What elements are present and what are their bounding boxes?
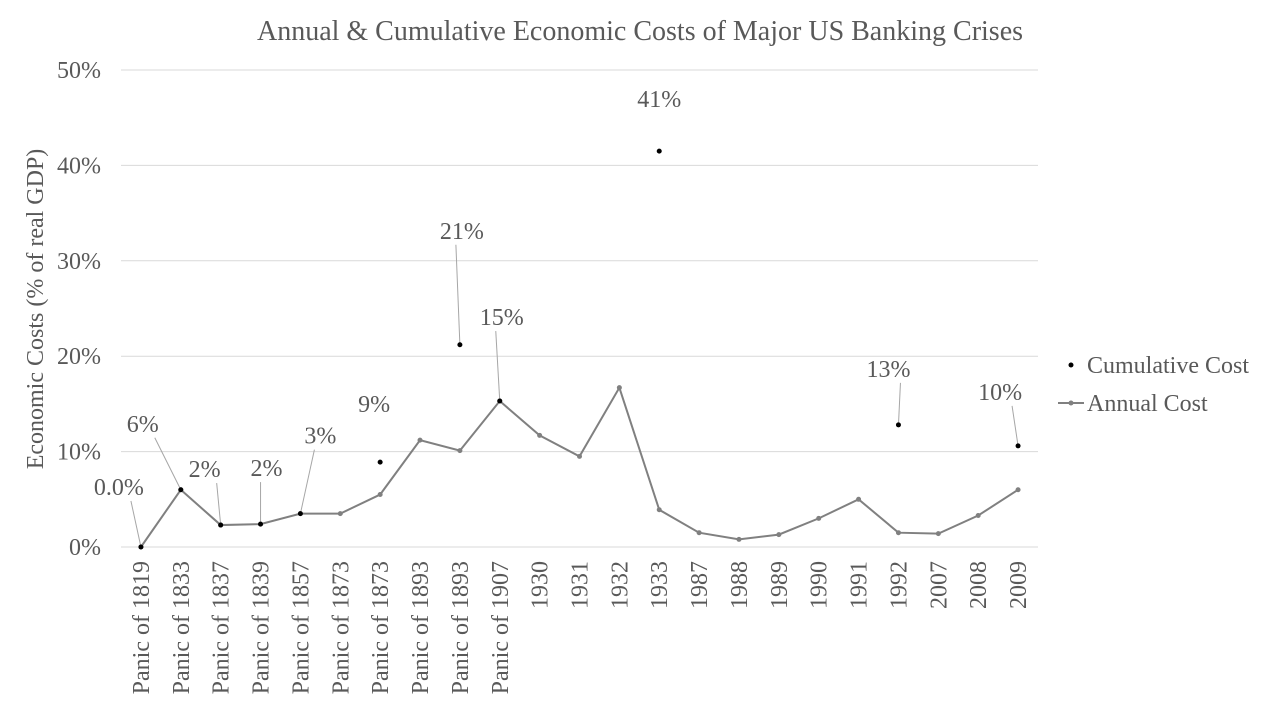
data-label: 2% — [251, 456, 283, 482]
x-tick-label: 2009 — [1006, 561, 1032, 609]
annual-cost-point — [935, 531, 941, 537]
x-tick-label: 2008 — [966, 561, 992, 609]
cumulative-cost-point — [656, 148, 662, 154]
y-tick-label: 40% — [57, 153, 101, 179]
y-axis-ticks: 0% 10% 20% 30% 40% 50% — [57, 58, 101, 561]
x-tick-label: 1987 — [687, 561, 713, 609]
legend-marker-dot — [1068, 362, 1074, 368]
x-tick-label: 1991 — [847, 561, 873, 609]
x-tick-label: 1989 — [767, 561, 793, 609]
cumulative-cost-point — [1015, 443, 1021, 449]
x-tick-label: Panic of 1837 — [209, 561, 235, 694]
x-tick-label: 1932 — [607, 561, 633, 609]
legend-marker-point — [1068, 400, 1074, 406]
annual-cost-point — [1015, 487, 1021, 493]
cumulative-cost-point — [138, 544, 144, 550]
data-label: 21% — [440, 219, 484, 245]
annual-cost-point — [656, 507, 662, 513]
data-label-leader — [130, 500, 142, 548]
x-tick-label: 1931 — [568, 561, 594, 609]
x-tick-label: 1930 — [528, 561, 554, 609]
cumulative-cost-point — [895, 422, 901, 428]
cumulative-cost-point — [258, 521, 264, 527]
cumulative-cost-point — [497, 398, 503, 404]
x-tick-label: Panic of 1839 — [249, 561, 275, 694]
cumulative-cost-point — [297, 511, 303, 517]
data-label-leader — [154, 437, 182, 490]
gridlines — [121, 69, 1038, 548]
x-axis-ticks: Panic of 1819 Panic of 1833 Panic of 1837 P… — [129, 561, 1032, 694]
data-label: 10% — [978, 380, 1022, 406]
x-tick-label: Panic of 1873 — [328, 561, 354, 694]
data-label: 13% — [866, 357, 910, 383]
y-tick-label: 50% — [57, 58, 101, 84]
y-tick-label: 20% — [57, 344, 101, 370]
cumulative-cost-point — [457, 342, 463, 348]
annual-cost-point — [337, 511, 343, 517]
legend-label: Cumulative Cost — [1087, 353, 1249, 379]
annual-cost-point — [417, 437, 423, 443]
x-tick-label: 1990 — [807, 561, 833, 609]
annual-cost-point — [776, 532, 782, 538]
data-label: 41% — [637, 87, 681, 113]
y-tick-label: 0% — [69, 535, 101, 561]
y-tick-label: 10% — [57, 440, 101, 466]
annual-cost-point — [736, 536, 742, 542]
cumulative-cost-series: 0.0% 6% 2% 2% 3% 9% 21% 15% 41% 13% 10% — [94, 87, 1022, 550]
cumulative-cost-point — [218, 522, 224, 528]
x-tick-label: 2007 — [926, 561, 952, 609]
x-tick-label: 1933 — [647, 561, 673, 609]
annual-cost-point — [816, 515, 822, 521]
legend-label: Annual Cost — [1087, 391, 1208, 417]
data-label: 3% — [304, 424, 336, 450]
x-tick-label: Panic of 1893 — [408, 561, 434, 694]
data-label-leader — [455, 244, 461, 345]
annual-cost-point — [377, 492, 383, 498]
annual-cost-point — [537, 432, 543, 438]
data-label-leader — [495, 331, 501, 402]
data-label-leader — [1011, 405, 1019, 446]
cumulative-cost-point — [377, 459, 383, 465]
chart-title: Annual & Cumulative Economic Costs of Ma… — [257, 16, 1023, 47]
data-label: 9% — [358, 392, 390, 418]
cumulative-cost-point — [178, 487, 184, 493]
legend: Cumulative Cost Annual Cost — [1058, 353, 1249, 417]
data-label: 6% — [127, 412, 159, 438]
data-label-leader — [216, 483, 222, 526]
x-tick-label: 1988 — [727, 561, 753, 609]
annual-cost-point — [856, 496, 862, 502]
annual-cost-point — [975, 513, 981, 519]
annual-cost-point — [895, 530, 901, 536]
annual-cost-point — [457, 448, 463, 454]
y-axis-label: Economic Costs (% of real GDP) — [23, 149, 49, 470]
data-label: 2% — [189, 457, 221, 483]
x-tick-label: Panic of 1857 — [288, 561, 314, 694]
x-tick-label: 1992 — [886, 561, 912, 609]
x-tick-label: Panic of 1873 — [368, 561, 394, 694]
x-tick-label: Panic of 1819 — [129, 561, 155, 694]
x-tick-label: Panic of 1907 — [488, 561, 514, 694]
data-label-leader — [897, 382, 901, 425]
y-tick-label: 30% — [57, 249, 101, 275]
annual-cost-series — [138, 385, 1021, 550]
data-label-leader — [299, 449, 315, 514]
x-tick-label: Panic of 1833 — [169, 561, 195, 694]
data-label: 0.0% — [94, 475, 144, 501]
x-tick-label: Panic of 1893 — [448, 561, 474, 694]
annual-cost-point — [577, 453, 582, 459]
data-label: 15% — [480, 305, 524, 331]
annual-cost-point — [696, 530, 702, 536]
annual-cost-point — [616, 385, 622, 391]
